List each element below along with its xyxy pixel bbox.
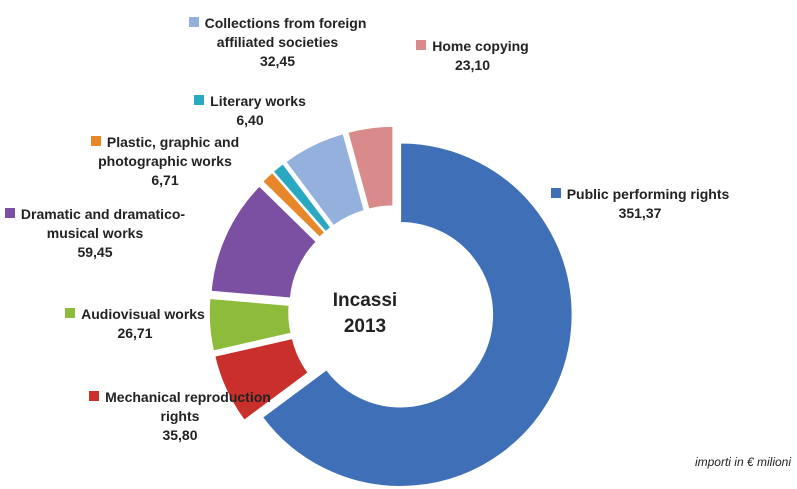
legend-marker [89,391,100,401]
legend-marker [90,136,101,146]
slice-label: Home copying 23,10 [385,37,560,75]
slice-label: Plastic, graphic and photographic works 6… [60,133,270,190]
slice-value: 32,45 [259,53,296,69]
donut-slice [261,171,326,239]
slice-name: Audiovisual works [81,306,205,322]
donut-slice [271,162,333,233]
legend-marker [4,208,15,218]
donut-slice [208,297,293,353]
slice-name-line: Public performing rights [525,185,755,204]
slice-value: 23,10 [454,57,491,73]
slice-value: 6,40 [236,112,264,128]
donut-slice [261,141,574,488]
slice-name-line: Audiovisual works [40,305,230,324]
slice-value: 26,71 [117,325,153,341]
slice-label: Audiovisual works 26,71 [40,305,230,343]
slice-name-line: Mechanical reproduction rights [80,388,280,426]
donut-slice [346,125,394,211]
slice-label: Dramatic and dramatico-musical works 59,4… [0,205,190,262]
slice-value: 351,37 [618,205,662,221]
slice-label: Public performing rights 351,37 [525,185,755,223]
slice-name: Public performing rights [566,186,730,202]
slice-name: Home copying [432,38,529,54]
legend-marker [550,188,561,198]
donut-slice [213,337,310,422]
slice-name: Collections from foreign affiliated soci… [204,15,367,50]
slice-value: 6,71 [151,172,179,188]
legend-marker [188,17,199,27]
slice-name-line: Plastic, graphic and photographic works [60,133,270,171]
donut-slice [284,132,366,227]
slice-value: 35,80 [162,427,198,443]
slice-name: Plastic, graphic and photographic works [98,134,240,169]
legend-marker [416,40,427,50]
slice-name: Literary works [210,93,306,109]
slice-value: 59,45 [77,244,113,260]
slice-name-line: Literary works [170,92,330,111]
slice-name-line: Dramatic and dramatico-musical works [0,205,190,243]
slice-name: Dramatic and dramatico-musical works [20,206,186,241]
slice-label: Collections from foreign affiliated soci… [160,14,395,71]
center-label-line: 2013 [343,316,387,337]
donut-slice [210,184,318,300]
center-label: Incassi 2013 [320,288,410,340]
legend-marker [194,95,205,105]
slice-name-line: Collections from foreign affiliated soci… [160,14,395,52]
slice-label: Mechanical reproduction rights 35,80 [80,388,280,445]
slice-name: Mechanical reproduction rights [105,389,271,424]
unit-note: importi in € milioni [694,455,791,469]
center-label-line: Incassi [332,290,398,311]
slice-name-line: Home copying [385,37,560,56]
legend-marker [65,308,76,318]
slice-label: Literary works 6,40 [170,92,330,130]
